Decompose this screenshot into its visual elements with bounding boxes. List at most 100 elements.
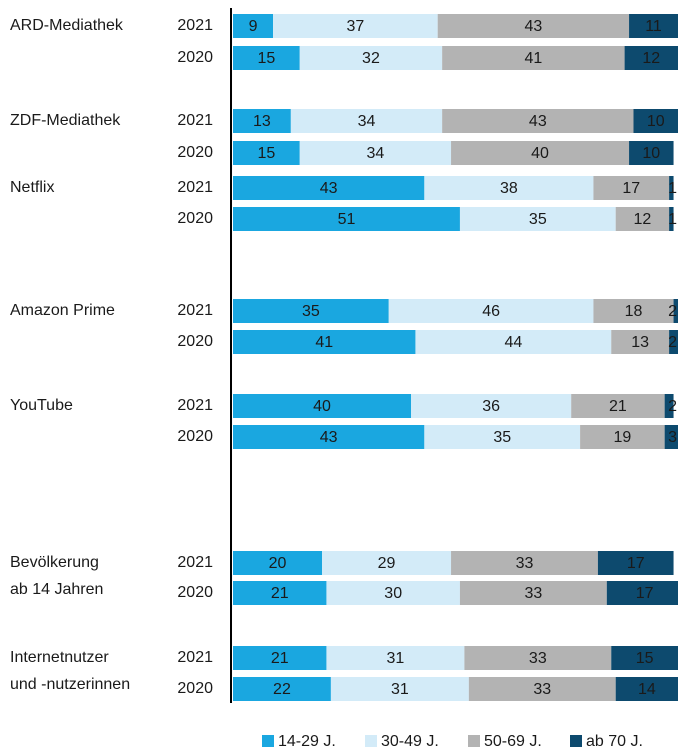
value-label: 13 [631,334,649,351]
value-label: 37 [346,18,364,35]
value-label: 33 [524,585,542,602]
legend-swatch [262,735,274,747]
bar-segment [673,299,678,323]
group-label: Internetnutzer [10,649,109,666]
value-label: 3 [668,429,677,446]
value-label: 33 [529,650,547,667]
bar-segment [299,46,443,70]
value-label: 31 [387,650,405,667]
bar-segment [664,425,678,449]
bar-segment [322,551,452,575]
value-label: 38 [500,180,518,197]
bar-segment [615,677,678,701]
bar-segment [233,141,300,165]
legend-label: 50-69 J. [484,733,542,750]
year-label: 2021 [177,397,213,414]
value-label: 18 [625,303,643,320]
value-label: 19 [613,429,631,446]
bar-segment [468,677,616,701]
value-label: 43 [524,18,542,35]
value-label: 40 [313,398,331,415]
value-label: 15 [257,145,275,162]
year-label: 2020 [177,49,213,66]
bar-segment [233,425,425,449]
legend-label: ab 70 J. [586,733,643,750]
year-label: 2021 [177,302,213,319]
value-label: 17 [627,555,645,572]
group-label: ARD-Mediathek [10,17,124,34]
value-label: 1 [668,180,677,197]
value-label: 10 [642,145,660,162]
value-label: 43 [529,113,547,130]
bar-segment [233,394,411,418]
bar-segment [624,46,678,70]
value-label: 21 [271,585,289,602]
bar-segment [451,551,598,575]
group-label: ZDF-Mediathek [10,112,121,129]
bar-segment [299,141,452,165]
bar-segment [326,581,460,605]
bar-segment [669,176,674,200]
bar-segment [593,299,674,323]
value-label: 36 [482,398,500,415]
value-label: 2 [668,303,677,320]
bar-segment [415,330,612,354]
value-label: 34 [367,145,385,162]
bar-segment [233,109,291,133]
bar-segment [606,581,678,605]
value-label: 35 [493,429,511,446]
value-label: 11 [645,18,662,35]
year-label: 2021 [177,17,213,34]
value-label: 29 [378,555,396,572]
value-label: 35 [302,303,320,320]
value-label: 22 [273,681,291,698]
year-label: 2021 [177,649,213,666]
value-label: 1 [668,211,677,228]
bar-segment [571,394,665,418]
value-label: 15 [636,650,654,667]
value-label: 20 [269,555,287,572]
bar-segment [597,551,674,575]
group-label: Amazon Prime [10,302,115,319]
value-label: 33 [533,681,551,698]
bar-segment [388,299,594,323]
value-label: 41 [315,334,333,351]
bar-segment [580,425,665,449]
value-label: 15 [257,50,275,67]
bar-segment [464,646,612,670]
legend-swatch [468,735,480,747]
value-label: 43 [320,429,338,446]
bar-segment [411,394,572,418]
bar-segment [326,646,465,670]
legend-swatch [365,735,377,747]
value-label: 14 [638,681,656,698]
value-label: 41 [524,50,542,67]
bar-segment [459,207,616,231]
bar-segment [615,207,670,231]
group-label: Bevölkerung [10,554,99,571]
bar-segment [233,646,327,670]
legend-label: 14-29 J. [278,733,336,750]
bar-segment [611,646,678,670]
bar-segment [273,14,438,38]
bar-segment [459,581,607,605]
bar-segment [611,330,670,354]
value-label: 46 [482,303,500,320]
value-label: 2 [668,398,677,415]
bar-segment [629,14,678,38]
value-label: 30 [384,585,402,602]
legend-swatch [570,735,582,747]
year-label: 2020 [177,333,213,350]
value-label: 33 [516,555,534,572]
bar-segment [290,109,443,133]
bar-segment [424,176,594,200]
value-label: 17 [636,585,654,602]
value-label: 17 [622,180,640,197]
bar-segment [437,14,630,38]
bar-segment [629,141,674,165]
bar-segment [233,581,327,605]
bar-segment [442,109,634,133]
year-label: 2021 [177,112,213,129]
